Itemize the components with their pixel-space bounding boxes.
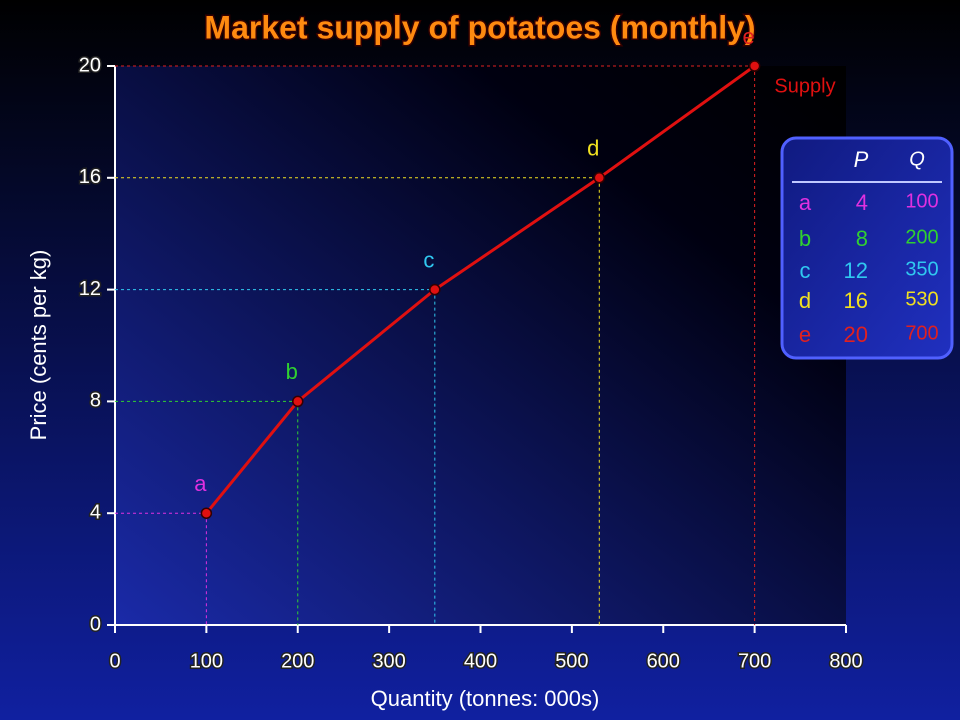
table-header: P [854,147,869,172]
chart-title: Market supply of potatoes (monthly) [204,9,755,45]
table-row-label: b [799,226,811,251]
x-tick-label: 300 [372,650,405,672]
x-tick-label: 0 [109,650,120,672]
point [593,172,606,184]
point [292,395,304,408]
table-quantity: 200 [905,226,938,248]
table-row-label: e [799,322,811,347]
x-tick-label: 800 [829,650,862,672]
point-label: c [423,247,434,272]
legend-label: Supply [774,75,835,97]
y-tick-label: 16 [79,166,101,188]
point-label: a [194,471,207,496]
x-tick-label: 100 [190,650,223,672]
table-quantity: 350 [905,258,938,280]
table-header: Q [909,148,925,170]
table-row-label: c [800,258,811,283]
y-tick-label: 12 [79,278,101,300]
x-tick-label: 600 [647,650,680,672]
y-tick-label: 4 [90,501,101,523]
x-tick-label: 700 [738,650,771,672]
y-axis-label: Price (cents per kg) [26,250,51,441]
table-price: 4 [856,190,868,215]
y-tick-label: 0 [90,613,101,635]
point [200,507,213,519]
point-label: e [743,24,755,49]
x-axis-label: Quantity (tonnes: 000s) [371,686,600,711]
table-price: 12 [844,258,868,283]
plot-area [115,66,846,625]
table-row-label: d [799,288,811,313]
point-label: b [286,359,298,384]
x-tick-label: 400 [464,650,497,672]
table-quantity: 700 [905,322,938,344]
table-quantity: 530 [905,288,938,310]
table-price: 16 [844,288,868,313]
table-quantity: 100 [905,190,938,212]
table-price: 20 [844,322,868,347]
y-tick-label: 8 [90,390,101,412]
point [429,283,441,296]
point [748,60,761,72]
y-tick-label: 20 [79,54,101,76]
point-label: d [587,136,599,161]
x-tick-label: 500 [555,650,588,672]
table-price: 8 [856,226,868,251]
table-row-label: a [799,190,812,215]
x-tick-label: 200 [281,650,314,672]
table-box [780,136,954,360]
